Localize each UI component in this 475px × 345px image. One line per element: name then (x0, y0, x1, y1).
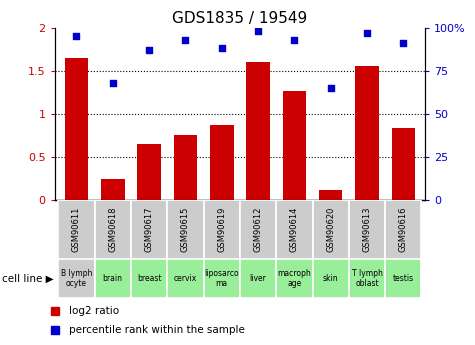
Bar (276, 200, 313, 259)
Text: GSM90615: GSM90615 (181, 207, 190, 252)
Text: skin: skin (323, 274, 339, 283)
Text: brain: brain (103, 274, 123, 283)
Point (73, 33, 80, 39)
Bar (101, 179, 124, 200)
Bar (65, 58, 88, 200)
Bar (313, 200, 349, 259)
Bar (95, 259, 131, 298)
Text: liposarco
ma: liposarco ma (204, 269, 239, 288)
Text: breast: breast (137, 274, 162, 283)
Text: testis: testis (393, 274, 414, 283)
Text: GSM90613: GSM90613 (362, 207, 371, 252)
Bar (240, 200, 276, 259)
Bar (349, 259, 385, 298)
Bar (95, 200, 131, 259)
Bar (240, 259, 276, 298)
Text: GSM90611: GSM90611 (72, 207, 81, 252)
Bar (210, 125, 234, 200)
Bar (204, 259, 240, 298)
Bar (131, 200, 167, 259)
Bar (319, 190, 342, 200)
Text: T lymph
oblast: T lymph oblast (352, 269, 382, 288)
Text: GSM90612: GSM90612 (254, 207, 263, 252)
Bar (173, 136, 197, 200)
Text: B lymph
ocyte: B lymph ocyte (61, 269, 92, 288)
Point (291, 37, 298, 42)
Bar (385, 259, 421, 298)
Point (399, 40, 407, 46)
Bar (391, 128, 415, 200)
Bar (355, 66, 379, 200)
Text: GSM90614: GSM90614 (290, 207, 299, 252)
Text: macroph
age: macroph age (277, 269, 311, 288)
Text: log2 ratio: log2 ratio (69, 306, 120, 316)
Text: liver: liver (249, 274, 266, 283)
Bar (349, 200, 385, 259)
Text: cervix: cervix (174, 274, 197, 283)
Bar (276, 259, 313, 298)
Text: GSM90620: GSM90620 (326, 207, 335, 252)
Text: GSM90618: GSM90618 (108, 207, 117, 252)
Text: GSM90616: GSM90616 (399, 207, 408, 252)
Point (363, 30, 371, 36)
Text: GSM90619: GSM90619 (217, 207, 226, 252)
Point (218, 46, 226, 51)
Title: GDS1835 / 19549: GDS1835 / 19549 (172, 11, 307, 27)
Bar (137, 144, 161, 200)
Bar (385, 200, 421, 259)
Bar (131, 259, 167, 298)
Bar (313, 259, 349, 298)
Bar (283, 90, 306, 200)
Bar (58, 259, 95, 298)
Point (181, 37, 189, 42)
Bar (204, 200, 240, 259)
Bar (246, 62, 270, 200)
Point (145, 47, 153, 53)
Text: GSM90617: GSM90617 (144, 207, 153, 252)
Bar (167, 259, 204, 298)
Text: cell line ▶: cell line ▶ (2, 274, 54, 284)
Point (109, 80, 116, 86)
Point (254, 28, 262, 34)
Text: percentile rank within the sample: percentile rank within the sample (69, 325, 245, 335)
Bar (58, 200, 95, 259)
Point (327, 85, 334, 91)
Bar (167, 200, 204, 259)
